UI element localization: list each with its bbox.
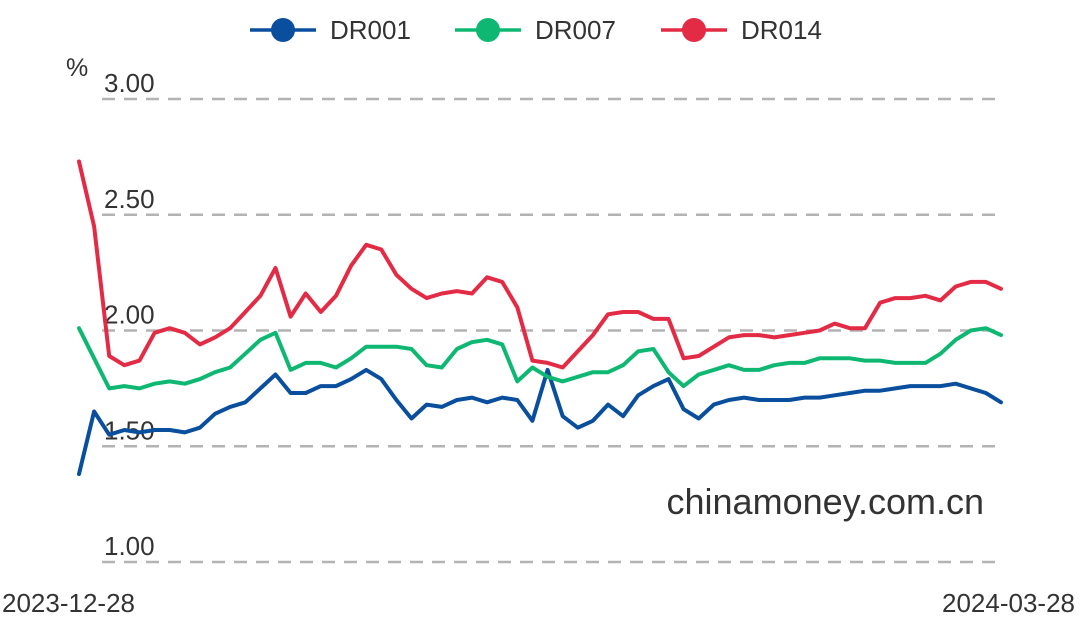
series-line-dr007 [77, 326, 1003, 391]
y-tick-labels: 1.001.502.002.503.00 [104, 68, 155, 561]
legend-marker-icon [271, 18, 295, 42]
legend-label: DR007 [535, 15, 616, 45]
legend: DR001 DR007 DR014 [250, 15, 822, 45]
legend-item-dr007[interactable]: DR007 [455, 15, 616, 45]
series-lines [77, 159, 1003, 476]
x-axis-end-label: 2024-03-28 [942, 588, 1075, 618]
y-tick-label: 2.50 [104, 184, 155, 214]
y-tick-label: 2.00 [104, 300, 155, 330]
series-line-dr001 [77, 367, 1003, 476]
legend-label: DR014 [741, 15, 822, 45]
legend-item-dr014[interactable]: DR014 [661, 15, 822, 45]
y-tick-label: 3.00 [104, 68, 155, 98]
y-tick-label: 1.00 [104, 531, 155, 561]
watermark: chinamoney.com.cn [667, 481, 984, 522]
y-axis-unit-label: % [66, 54, 88, 82]
grid-lines [102, 97, 1001, 564]
legend-label: DR001 [330, 15, 411, 45]
legend-item-dr001[interactable]: DR001 [250, 15, 411, 45]
x-axis-start-label: 2023-12-28 [2, 588, 135, 618]
series-line-dr014 [77, 159, 1003, 370]
legend-marker-icon [476, 18, 500, 42]
legend-marker-icon [682, 18, 706, 42]
